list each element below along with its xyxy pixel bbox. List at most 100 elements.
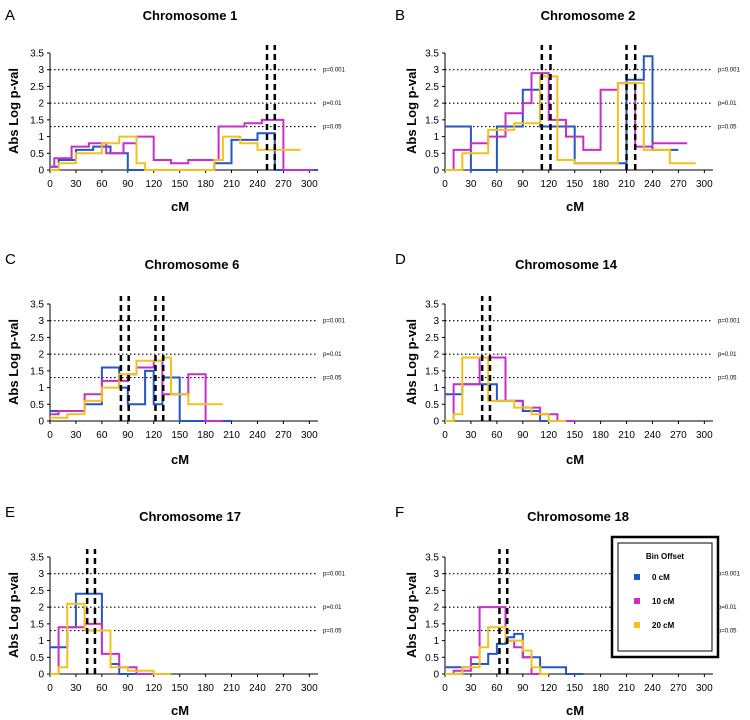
y-axis-label: Abs Log p-val [404,319,419,405]
x-tick-label: 210 [223,683,240,694]
x-tick-label: 270 [670,179,687,190]
x-tick-label: 150 [171,683,188,694]
x-tick-label: 240 [644,179,661,190]
legend-entry: 10 cM [652,597,675,606]
x-tick-label: 210 [618,430,635,441]
y-tick-label: 0.5 [425,400,439,411]
legend-swatch [634,574,640,580]
x-tick-label: 120 [540,430,557,441]
x-tick-label: 0 [442,179,448,190]
x-tick-label: 60 [96,179,108,190]
x-tick-label: 270 [275,179,292,190]
series-line-0-cm [445,632,584,675]
y-tick-label: 3 [38,316,44,327]
legend-entry: 0 cM [652,573,670,582]
x-tick-label: 30 [465,683,477,694]
y-tick-label: 0 [38,670,44,681]
x-tick-label: 300 [696,179,713,190]
legend-inner-box [617,542,713,652]
y-tick-label: 3.5 [425,49,439,60]
y-tick-label: 2 [433,99,439,110]
x-tick-label: 30 [70,683,82,694]
x-tick-label: 0 [47,683,53,694]
chart-panel-a: A Chromosome 1 Abs Log p-val cM 0 0.5 1 1.5 2 2.5… [5,7,346,214]
y-tick-label: 2.5 [425,333,439,344]
y-tick-label: 1 [38,132,44,143]
x-tick-label: 210 [618,683,635,694]
x-tick-label: 180 [592,683,609,694]
y-tick-label: 2 [433,603,439,614]
y-tick-label: 3 [433,316,439,327]
y-tick-label: 1.5 [30,366,44,377]
x-tick-label: 180 [592,430,609,441]
y-tick-label: 3 [38,65,44,76]
x-tick-label: 90 [122,430,134,441]
x-tick-label: 120 [540,179,557,190]
y-tick-label: 3.5 [30,300,44,311]
y-tick-label: 2 [38,350,44,361]
threshold-label: p=0.05 [718,629,737,635]
y-tick-label: 1 [38,383,44,394]
chart-panel-c: C Chromosome 6 Abs Log p-val cM 0 0.5 1 1.5 2 2.5… [5,251,346,467]
series-line-0-cm [50,132,318,171]
series-line-20-cm [50,135,301,171]
x-tick-label: 90 [122,179,134,190]
y-tick-label: 2 [433,350,439,361]
threshold-label: p=0.01 [718,352,737,358]
y-tick-label: 3.5 [30,553,44,564]
x-tick-label: 210 [223,179,240,190]
x-tick-label: 240 [249,430,266,441]
x-tick-label: 120 [145,179,162,190]
threshold-label: p=0.01 [323,605,342,611]
threshold-label: p=0.05 [718,125,737,131]
legend-swatch [634,598,640,604]
x-tick-label: 90 [517,683,529,694]
y-tick-label: 3 [433,569,439,580]
threshold-label: p=0.01 [323,101,342,107]
y-tick-label: 0.5 [30,653,44,664]
threshold-label: p=0.05 [323,629,342,635]
x-tick-label: 240 [249,683,266,694]
threshold-label: p=0.01 [718,101,737,107]
series-line-10-cm [445,72,688,171]
series-line-20-cm [445,75,696,171]
y-tick-label: 3.5 [30,49,44,60]
y-tick-label: 2 [38,99,44,110]
x-tick-label: 180 [592,179,609,190]
y-axis-label: Abs Log p-val [6,572,21,658]
x-axis-label: cM [566,703,584,718]
x-tick-label: 0 [47,179,53,190]
x-tick-label: 270 [275,683,292,694]
threshold-label: p=0.05 [323,376,342,382]
x-tick-label: 60 [491,179,503,190]
chart-title: Chromosome 2 [541,8,636,23]
series-line-0-cm [50,592,137,675]
y-tick-label: 0 [38,417,44,428]
x-axis-label: cM [171,199,189,214]
x-tick-label: 0 [442,430,448,441]
threshold-label: p=0.001 [718,319,741,325]
chart-panel-e: E Chromosome 17 Abs Log p-val cM 0 0.5 1 1.5 2 2.… [5,504,346,718]
legend-entry: 20 cM [652,621,675,630]
chart-title: Chromosome 6 [145,257,240,272]
y-tick-label: 2.5 [30,333,44,344]
y-tick-label: 1.5 [425,366,439,377]
legend-outer-box [610,535,720,659]
threshold-label: p=0.05 [323,125,342,131]
threshold-label: p=0.05 [718,376,737,382]
chart-panel-d: D Chromosome 14 Abs Log p-val cM 0 0.5 1 1.5 2 2.… [395,251,741,467]
x-tick-label: 30 [70,430,82,441]
chart-title: Chromosome 18 [527,509,629,524]
series-line-10-cm [50,118,314,171]
threshold-label: p=0.001 [323,319,346,325]
y-tick-label: 2.5 [30,586,44,597]
x-tick-label: 0 [442,683,448,694]
x-tick-label: 30 [465,430,477,441]
y-tick-label: 0 [433,670,439,681]
y-tick-label: 2.5 [425,82,439,93]
y-tick-label: 0 [433,417,439,428]
y-tick-label: 1 [433,132,439,143]
y-tick-label: 0 [433,166,439,177]
x-axis-label: cM [566,199,584,214]
